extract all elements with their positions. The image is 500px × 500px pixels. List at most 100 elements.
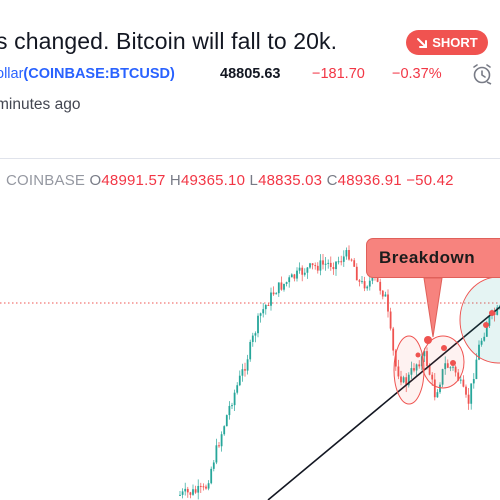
candle-body — [207, 483, 210, 489]
candle-body — [394, 350, 397, 367]
legend-close-label: C — [326, 172, 338, 189]
legend-exchange: COINBASE — [6, 172, 86, 189]
candle-body — [322, 260, 324, 265]
candle-body — [236, 385, 239, 393]
candle-body — [264, 304, 267, 310]
candle-body — [413, 368, 415, 371]
candle-body — [280, 282, 283, 290]
candle-body — [415, 364, 418, 371]
candle-body — [433, 379, 436, 398]
candle-body — [249, 341, 252, 360]
candle-body — [488, 315, 491, 326]
candle-body — [348, 250, 350, 260]
candle-body — [288, 277, 291, 283]
candle-body — [340, 261, 343, 263]
candle-body — [270, 292, 272, 306]
price-chart[interactable] — [0, 195, 500, 500]
candle-body — [194, 489, 197, 493]
candle-body — [426, 351, 428, 366]
candle-body — [353, 260, 356, 267]
short-badge-label: SHORT — [432, 35, 478, 50]
candle-body — [262, 309, 265, 314]
candle-body — [210, 468, 213, 484]
candle-body — [381, 290, 384, 297]
highlight-ellipse-left[interactable] — [393, 335, 425, 405]
candle-body — [212, 462, 215, 469]
candle-body — [363, 281, 366, 289]
candle-body — [179, 494, 181, 496]
candle-body — [202, 486, 205, 488]
candle-body — [431, 374, 434, 380]
candle-body — [405, 377, 408, 386]
highlight-ellipse-right[interactable] — [459, 276, 500, 364]
candle-body — [223, 426, 226, 435]
legend-low-label: L — [249, 172, 259, 189]
candle-body — [379, 281, 382, 291]
candle-body — [358, 280, 361, 282]
marker-dots — [415, 310, 495, 366]
candle-body — [285, 282, 288, 284]
alarm-clock-icon[interactable] — [470, 62, 494, 86]
symbol-price: 48805.63 — [220, 66, 281, 82]
candle-body — [387, 294, 389, 312]
symbol-code[interactable]: (COINBASE:BTCUSD) — [23, 66, 175, 82]
trendline[interactable] — [267, 306, 500, 500]
candle-body — [218, 445, 220, 447]
legend-change-value: −50.42 — [406, 172, 454, 189]
candle-body — [309, 263, 311, 268]
breakdown-callout[interactable]: Breakdown — [366, 238, 500, 278]
candle-body — [233, 392, 236, 406]
candle-body — [301, 267, 304, 275]
candle-body — [251, 335, 254, 342]
candle-body — [246, 359, 249, 371]
candle-body — [355, 266, 358, 281]
candle-body — [277, 282, 280, 294]
candle-body — [199, 485, 202, 487]
candle-body — [329, 262, 332, 268]
candle-body — [238, 375, 241, 386]
candle-body — [449, 367, 452, 369]
candle-body — [314, 265, 317, 267]
marker-dot — [424, 336, 432, 344]
candle-body — [371, 275, 374, 281]
idea-title[interactable]: s changed. Bitcoin will fall to 20k. — [0, 28, 338, 54]
symbol-name[interactable]: ollar — [0, 66, 24, 82]
candle-body — [267, 304, 270, 306]
candle-body — [350, 259, 353, 261]
divider — [0, 158, 500, 159]
candle-body — [298, 267, 301, 271]
legend-high-value: 49365.10 — [180, 172, 246, 189]
candle-body — [293, 274, 296, 279]
candle-body — [392, 328, 395, 351]
highlight-ellipse-mid[interactable] — [421, 335, 465, 389]
candle-body — [303, 272, 306, 275]
candle-body — [228, 405, 231, 416]
candle-body — [454, 366, 457, 373]
legend-low-value: 48835.03 — [258, 172, 323, 189]
candle-body — [192, 489, 194, 495]
candle-body — [231, 405, 233, 407]
candle-body — [459, 379, 462, 381]
candle-body — [319, 260, 322, 271]
candle-body — [465, 386, 467, 395]
candle-body — [335, 261, 337, 270]
arrow-down-right-icon — [417, 37, 428, 48]
candle-body — [345, 250, 348, 257]
candle-body — [366, 286, 369, 289]
candle-body — [241, 369, 244, 376]
marker-dot — [450, 360, 456, 366]
symbol-link[interactable]: ollar (COINBASE:BTCUSD) — [0, 66, 175, 82]
candle-body — [452, 366, 454, 368]
candle-body — [467, 394, 470, 404]
candle-body — [480, 340, 483, 345]
candle-body — [311, 263, 314, 266]
candle-body — [215, 445, 218, 463]
candle-body — [446, 363, 449, 368]
publish-time: minutes ago — [0, 96, 81, 113]
candle-body — [283, 283, 285, 290]
candle-body — [485, 325, 488, 337]
candle-body — [368, 280, 371, 287]
legend-high-label: H — [169, 172, 181, 189]
candle-body — [272, 292, 275, 295]
candle-body — [225, 415, 228, 427]
